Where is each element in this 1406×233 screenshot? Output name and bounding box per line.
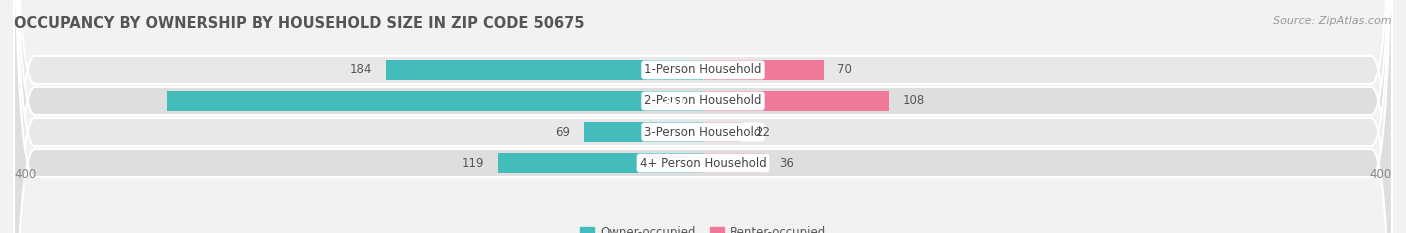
Text: 4+ Person Household: 4+ Person Household xyxy=(640,157,766,170)
Bar xyxy=(387,60,703,79)
Text: 3-Person Household: 3-Person Household xyxy=(644,126,762,139)
Bar xyxy=(498,154,703,173)
FancyBboxPatch shape xyxy=(14,0,1392,233)
FancyBboxPatch shape xyxy=(14,0,1392,233)
Text: 36: 36 xyxy=(779,157,793,170)
FancyBboxPatch shape xyxy=(14,0,1392,233)
Text: 22: 22 xyxy=(755,126,769,139)
Text: 311: 311 xyxy=(661,94,686,107)
Bar xyxy=(703,154,765,173)
Text: 2-Person Household: 2-Person Household xyxy=(644,94,762,107)
Bar xyxy=(703,122,741,142)
Text: 400: 400 xyxy=(14,168,37,181)
Text: 400: 400 xyxy=(1369,168,1392,181)
Text: 119: 119 xyxy=(461,157,484,170)
Text: Source: ZipAtlas.com: Source: ZipAtlas.com xyxy=(1274,16,1392,26)
Text: OCCUPANCY BY OWNERSHIP BY HOUSEHOLD SIZE IN ZIP CODE 50675: OCCUPANCY BY OWNERSHIP BY HOUSEHOLD SIZE… xyxy=(14,16,585,31)
Text: 69: 69 xyxy=(555,126,571,139)
Text: 1-Person Household: 1-Person Household xyxy=(644,63,762,76)
Text: 108: 108 xyxy=(903,94,925,107)
Legend: Owner-occupied, Renter-occupied: Owner-occupied, Renter-occupied xyxy=(575,221,831,233)
Bar xyxy=(703,60,824,79)
Bar xyxy=(167,91,703,111)
Text: 184: 184 xyxy=(350,63,373,76)
Bar xyxy=(583,122,703,142)
FancyBboxPatch shape xyxy=(14,0,1392,233)
Bar xyxy=(703,91,889,111)
Text: 70: 70 xyxy=(838,63,852,76)
